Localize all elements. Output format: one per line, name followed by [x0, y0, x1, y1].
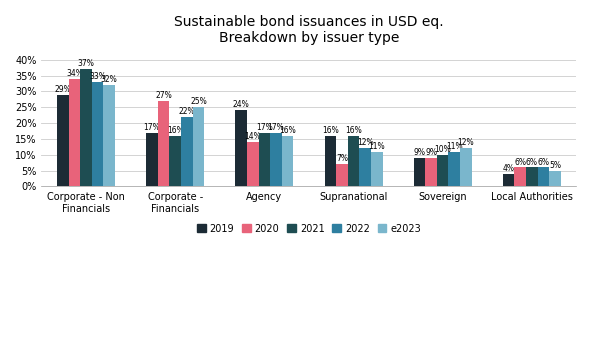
Text: 33%: 33%: [89, 72, 106, 81]
Text: 9%: 9%: [425, 148, 437, 157]
Text: 27%: 27%: [155, 91, 172, 100]
Bar: [503, 174, 514, 187]
Bar: [359, 148, 371, 187]
Text: 37%: 37%: [78, 59, 94, 68]
Text: 10%: 10%: [434, 145, 451, 154]
Bar: [103, 85, 115, 187]
Text: 22%: 22%: [179, 107, 195, 116]
Text: 16%: 16%: [167, 126, 184, 135]
Text: 16%: 16%: [345, 126, 362, 135]
Text: 6%: 6%: [514, 158, 526, 166]
Legend: 2019, 2020, 2021, 2022, e2023: 2019, 2020, 2021, 2022, e2023: [193, 220, 425, 238]
Bar: [538, 167, 549, 187]
Text: 34%: 34%: [66, 69, 83, 78]
Bar: [425, 158, 437, 187]
Bar: [169, 136, 181, 187]
Bar: [247, 142, 258, 187]
Text: 29%: 29%: [55, 85, 71, 93]
Bar: [146, 133, 158, 187]
Text: 9%: 9%: [413, 148, 425, 157]
Bar: [258, 133, 270, 187]
Bar: [514, 167, 526, 187]
Text: 7%: 7%: [336, 154, 348, 163]
Text: 5%: 5%: [549, 161, 561, 170]
Bar: [192, 107, 204, 187]
Bar: [80, 69, 92, 187]
Text: 17%: 17%: [267, 123, 285, 132]
Bar: [270, 133, 282, 187]
Text: 14%: 14%: [244, 132, 261, 141]
Bar: [460, 148, 472, 187]
Bar: [336, 164, 347, 187]
Bar: [413, 158, 425, 187]
Text: 4%: 4%: [503, 164, 514, 173]
Title: Sustainable bond issuances in USD eq.
Breakdown by issuer type: Sustainable bond issuances in USD eq. Br…: [174, 15, 444, 45]
Bar: [549, 170, 561, 187]
Text: 6%: 6%: [538, 158, 549, 166]
Text: 12%: 12%: [357, 138, 374, 147]
Text: 16%: 16%: [322, 126, 339, 135]
Text: 25%: 25%: [190, 97, 207, 106]
Bar: [181, 117, 192, 187]
Text: 17%: 17%: [144, 123, 160, 132]
Bar: [324, 136, 336, 187]
Text: 16%: 16%: [279, 126, 296, 135]
Bar: [92, 82, 103, 187]
Bar: [347, 136, 359, 187]
Bar: [526, 167, 538, 187]
Text: 24%: 24%: [233, 101, 249, 109]
Bar: [448, 152, 460, 187]
Text: 32%: 32%: [101, 75, 118, 84]
Text: 11%: 11%: [368, 142, 385, 151]
Text: 12%: 12%: [457, 138, 474, 147]
Bar: [437, 155, 448, 187]
Text: 6%: 6%: [526, 158, 538, 166]
Bar: [235, 110, 247, 187]
Text: 11%: 11%: [446, 142, 463, 151]
Bar: [69, 79, 80, 187]
Text: 17%: 17%: [256, 123, 273, 132]
Bar: [57, 94, 69, 187]
Bar: [158, 101, 169, 187]
Bar: [282, 136, 293, 187]
Bar: [371, 152, 383, 187]
